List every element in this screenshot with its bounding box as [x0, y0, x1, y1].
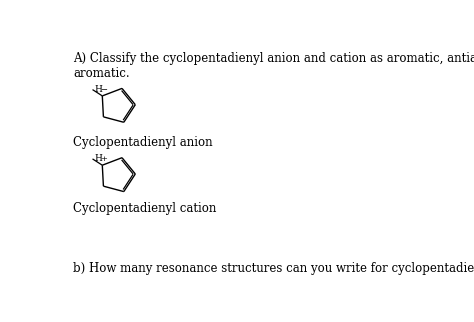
Text: +: +: [100, 155, 107, 163]
Text: H: H: [94, 154, 102, 163]
Text: H: H: [94, 85, 102, 94]
Text: A) Classify the cyclopentadienyl anion and cation as aromatic, antiaromatic or n: A) Classify the cyclopentadienyl anion a…: [73, 52, 474, 80]
Text: Cyclopentadienyl cation: Cyclopentadienyl cation: [73, 202, 217, 215]
Text: b) How many resonance structures can you write for cyclopentadienyl anion? Draw : b) How many resonance structures can you…: [73, 262, 474, 275]
Text: Cyclopentadienyl anion: Cyclopentadienyl anion: [73, 137, 213, 149]
Text: −: −: [100, 86, 107, 94]
